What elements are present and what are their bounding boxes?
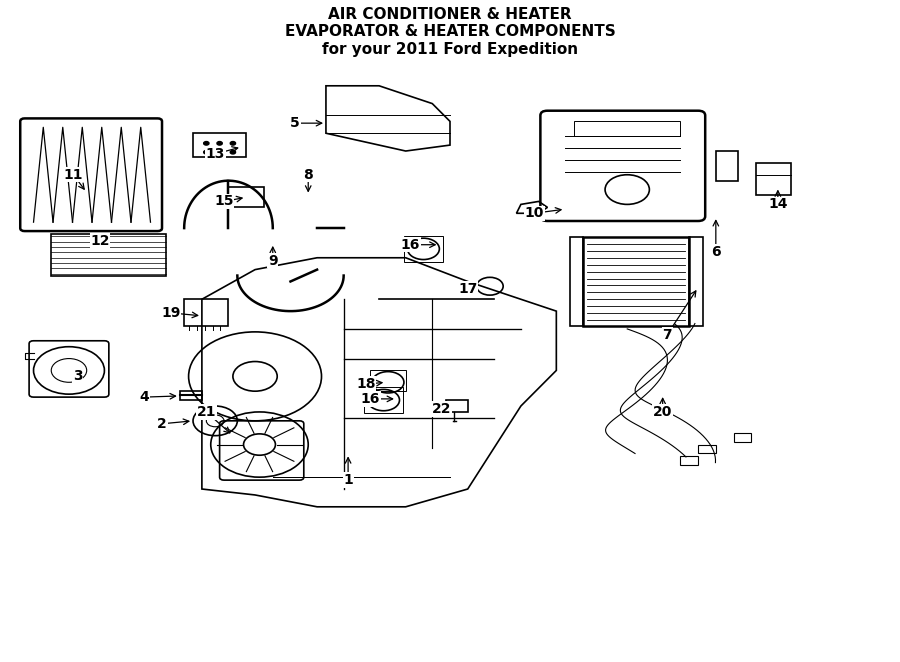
Text: 22: 22 [431, 402, 451, 416]
Text: 21: 21 [196, 405, 216, 419]
Text: 2: 2 [158, 417, 166, 431]
Bar [734, 433, 752, 442]
Text: 13: 13 [205, 147, 225, 161]
Bar [583, 237, 689, 326]
Text: 9: 9 [268, 254, 277, 267]
Bar [370, 371, 406, 391]
Text: 3: 3 [73, 369, 83, 383]
Text: 18: 18 [356, 377, 375, 391]
Bar [689, 237, 703, 326]
Bar [364, 387, 403, 413]
Bar [229, 187, 264, 207]
Bar [180, 391, 202, 400]
Bar [446, 400, 468, 412]
Text: 19: 19 [161, 306, 181, 320]
Text: 17: 17 [458, 282, 477, 296]
Circle shape [203, 142, 209, 145]
Bar [193, 133, 247, 157]
Text: 11: 11 [64, 167, 83, 182]
Text: 7: 7 [662, 328, 672, 342]
Text: 4: 4 [140, 390, 149, 404]
Circle shape [230, 150, 236, 154]
Text: 15: 15 [214, 195, 234, 209]
Text: 10: 10 [525, 207, 544, 220]
Bar [716, 151, 738, 181]
Circle shape [203, 150, 209, 154]
Bar [574, 121, 680, 136]
Text: 5: 5 [290, 116, 300, 130]
Bar [184, 299, 229, 326]
Bar [756, 163, 791, 195]
Text: 12: 12 [90, 234, 110, 248]
Circle shape [230, 142, 236, 145]
Bar [51, 234, 166, 275]
Text: 20: 20 [653, 405, 672, 419]
Text: 1: 1 [343, 473, 353, 487]
Text: 16: 16 [361, 392, 380, 406]
Bar [680, 456, 698, 465]
Bar [404, 236, 443, 262]
Text: 16: 16 [400, 238, 419, 252]
Circle shape [217, 142, 222, 145]
Bar [698, 445, 716, 453]
Text: 14: 14 [768, 197, 788, 211]
Bar [570, 237, 583, 326]
Circle shape [217, 150, 222, 154]
Title: AIR CONDITIONER & HEATER
EVAPORATOR & HEATER COMPONENTS
for your 2011 Ford Exped: AIR CONDITIONER & HEATER EVAPORATOR & HE… [284, 7, 616, 57]
Text: 6: 6 [711, 245, 721, 259]
Text: 8: 8 [303, 167, 313, 182]
